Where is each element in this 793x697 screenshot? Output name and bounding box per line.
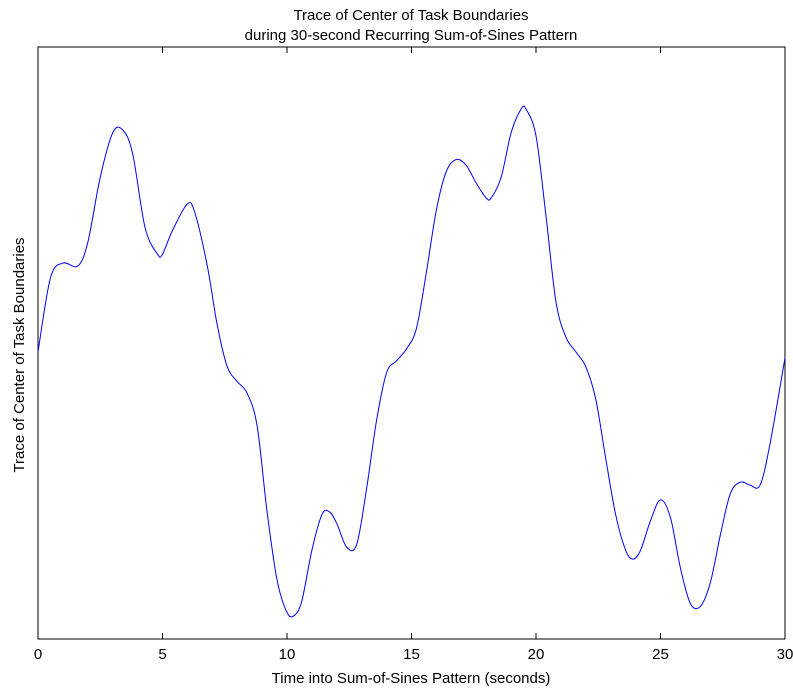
x-tick-label: 25 [652,646,669,663]
x-tick-label: 5 [158,646,166,663]
series-layer [37,105,786,618]
x-axis-ticks: 0 5 10 15 20 25 30 [34,47,793,663]
chart-title-line-1: Trace of Center of Task Boundaries [293,7,528,24]
x-axis-label: Time into Sum-of-Sines Pattern (seconds) [272,670,551,687]
chart-title-line-2: during 30-second Recurring Sum-of-Sines … [245,27,578,44]
x-tick-label: 0 [34,646,42,663]
x-tick-label: 30 [777,646,793,663]
y-axis-label: Trace of Center of Task Boundaries [11,237,28,472]
series-line-1 [37,105,786,618]
x-tick-label: 10 [279,646,296,663]
plot-area-frame [37,46,786,640]
x-tick-label: 15 [403,646,420,663]
x-tick-label: 20 [528,646,545,663]
